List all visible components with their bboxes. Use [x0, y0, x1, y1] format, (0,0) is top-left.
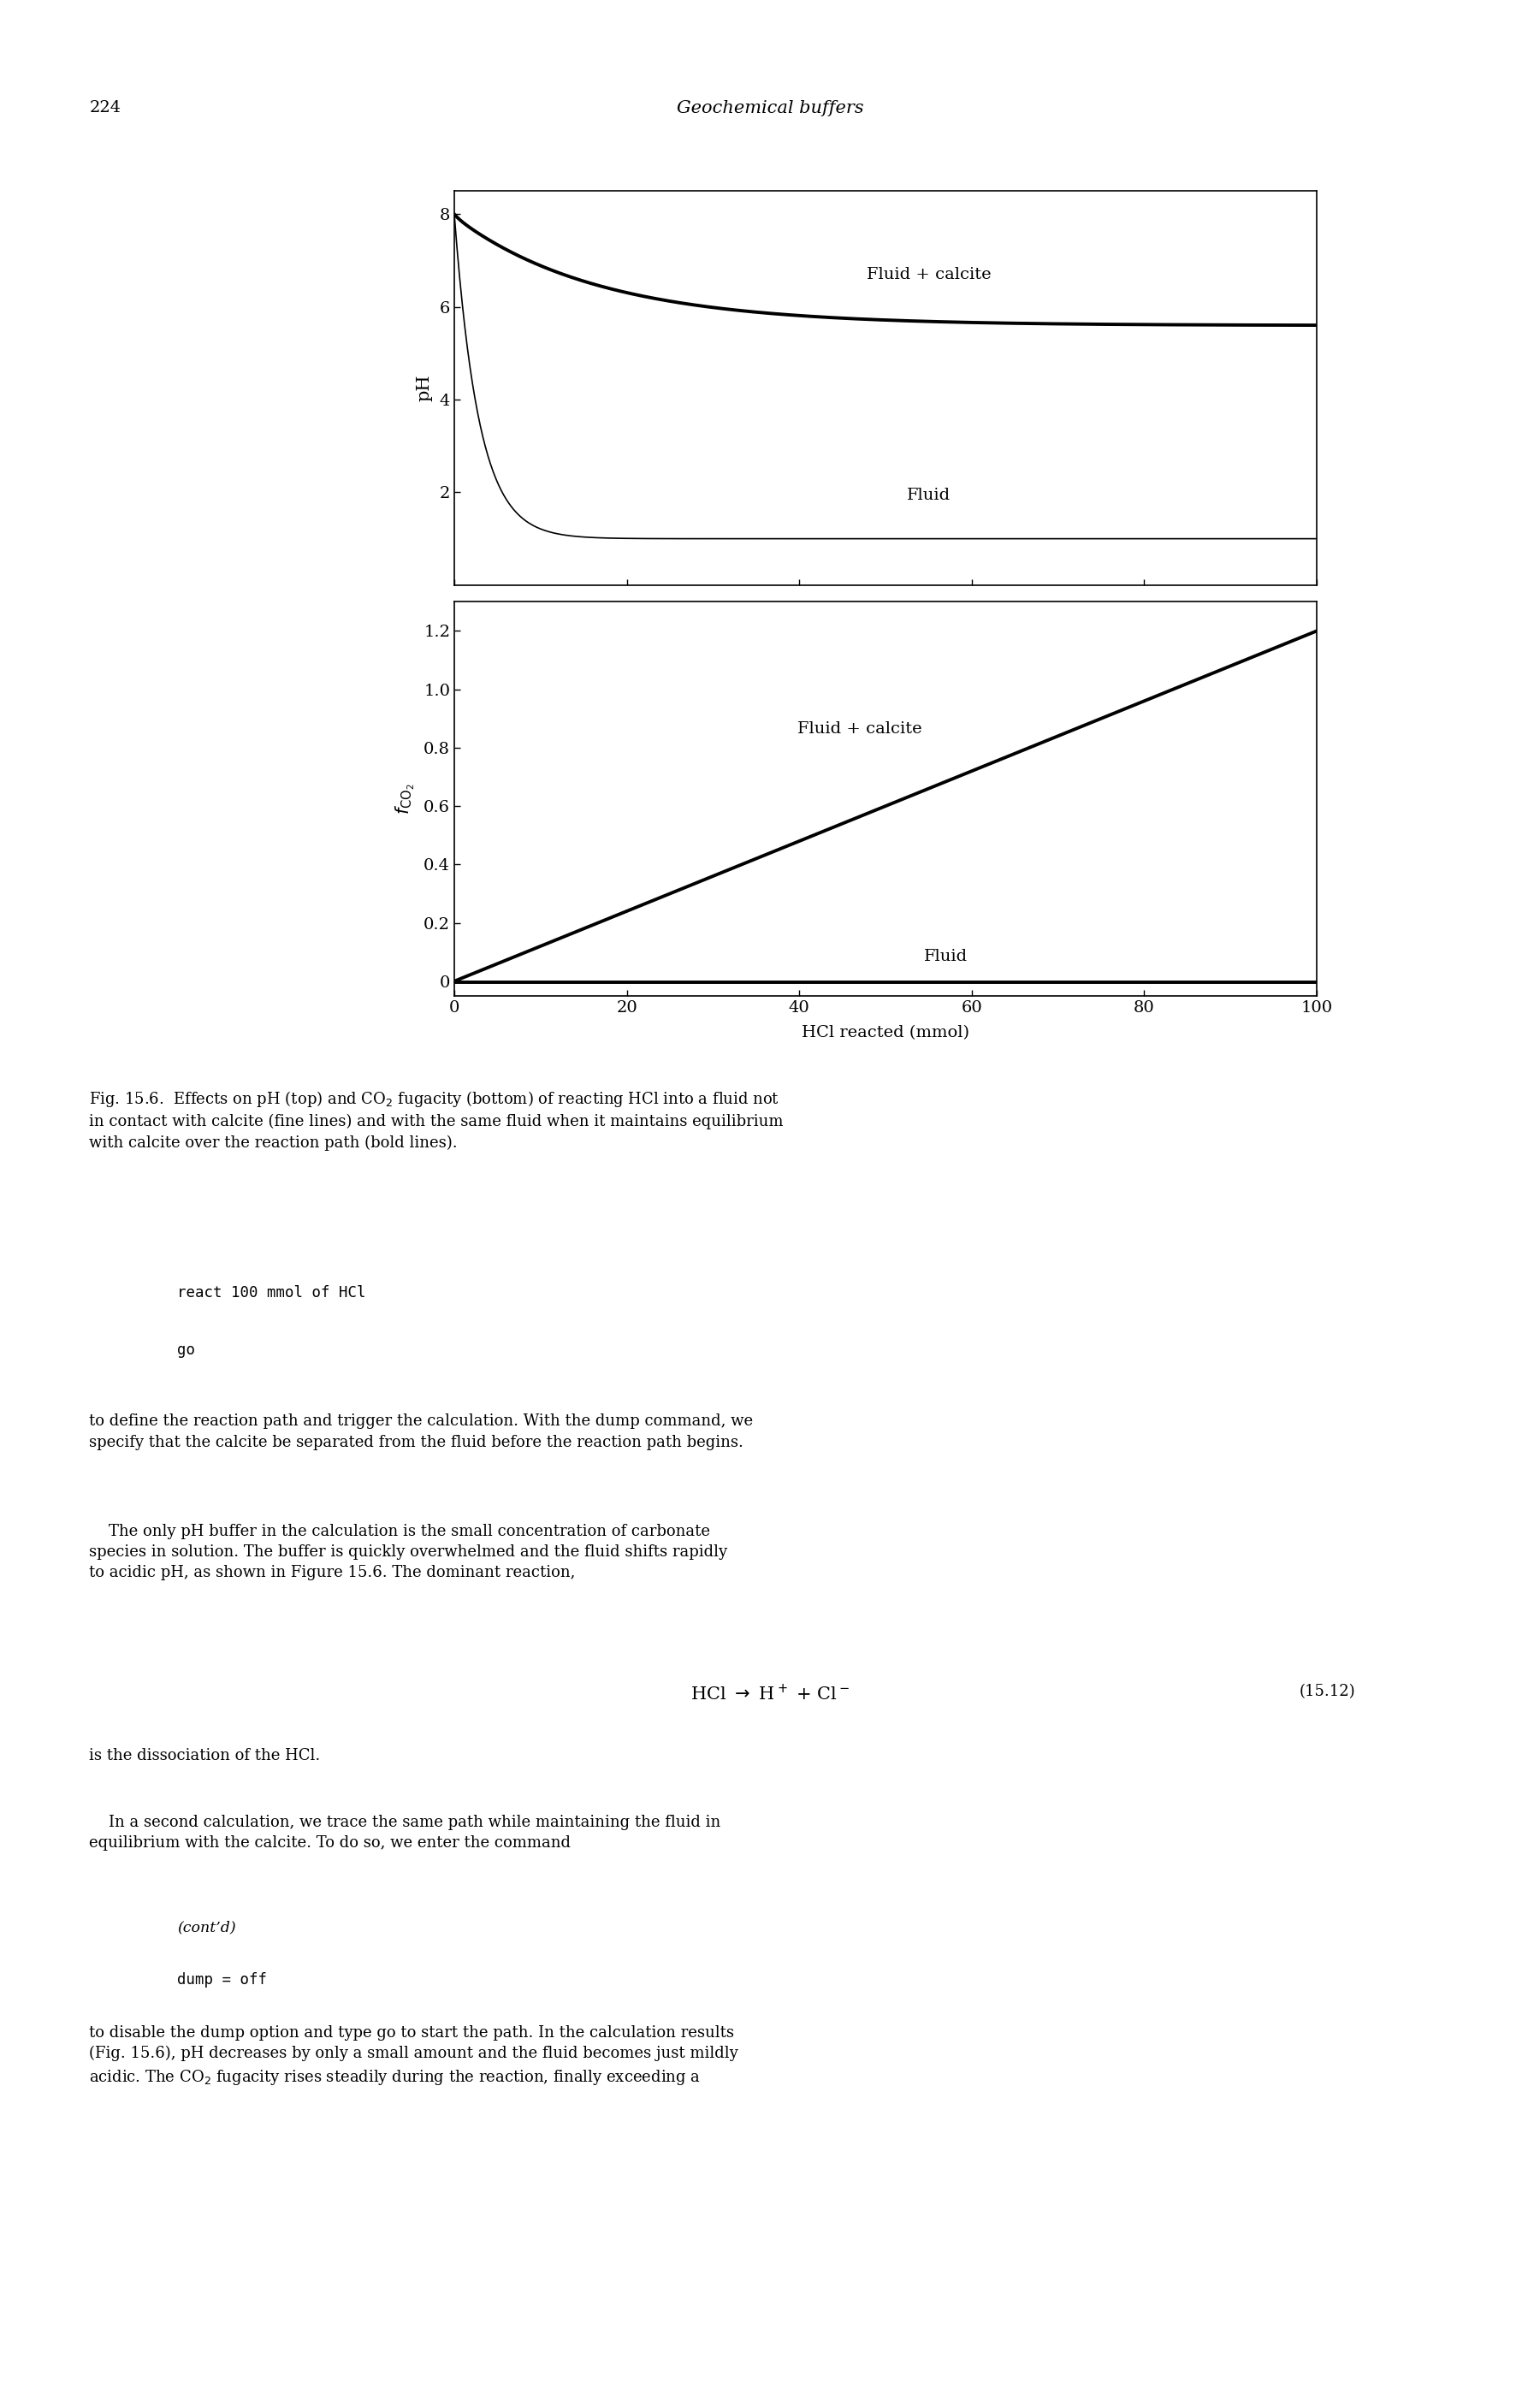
- Text: Geochemical buffers: Geochemical buffers: [676, 100, 864, 117]
- Text: Fluid: Fluid: [924, 948, 967, 965]
- X-axis label: HCl reacted (mmol): HCl reacted (mmol): [802, 1024, 969, 1041]
- Text: HCl $\rightarrow$ H$^+$ + Cl$^-$: HCl $\rightarrow$ H$^+$ + Cl$^-$: [690, 1684, 850, 1703]
- Y-axis label: $f_{\rm CO_2}$: $f_{\rm CO_2}$: [394, 783, 416, 814]
- Text: to disable the dump option and type go to start the path. In the calculation res: to disable the dump option and type go t…: [89, 2025, 739, 2087]
- Text: Fluid: Fluid: [907, 487, 950, 504]
- Y-axis label: pH: pH: [416, 375, 433, 401]
- Text: (15.12): (15.12): [1300, 1684, 1355, 1698]
- Text: Fig. 15.6.  Effects on pH (top) and CO$_2$ fugacity (bottom) of reacting HCl int: Fig. 15.6. Effects on pH (top) and CO$_2…: [89, 1089, 784, 1151]
- Text: The only pH buffer in the calculation is the small concentration of carbonate
sp: The only pH buffer in the calculation is…: [89, 1524, 728, 1581]
- Text: In a second calculation, we trace the same path while maintaining the fluid in
e: In a second calculation, we trace the sa…: [89, 1815, 721, 1851]
- Text: Fluid + calcite: Fluid + calcite: [867, 267, 990, 282]
- Text: react 100 mmol of HCl: react 100 mmol of HCl: [177, 1285, 367, 1299]
- Text: Fluid + calcite: Fluid + calcite: [798, 721, 922, 736]
- Text: is the dissociation of the HCl.: is the dissociation of the HCl.: [89, 1748, 320, 1762]
- Text: (cont’d): (cont’d): [177, 1920, 236, 1934]
- Text: 224: 224: [89, 100, 122, 115]
- Text: to define the reaction path and trigger the calculation. With the dump command, : to define the reaction path and trigger …: [89, 1414, 753, 1450]
- Text: go: go: [177, 1342, 196, 1356]
- Text: dump = off: dump = off: [177, 1972, 266, 1987]
